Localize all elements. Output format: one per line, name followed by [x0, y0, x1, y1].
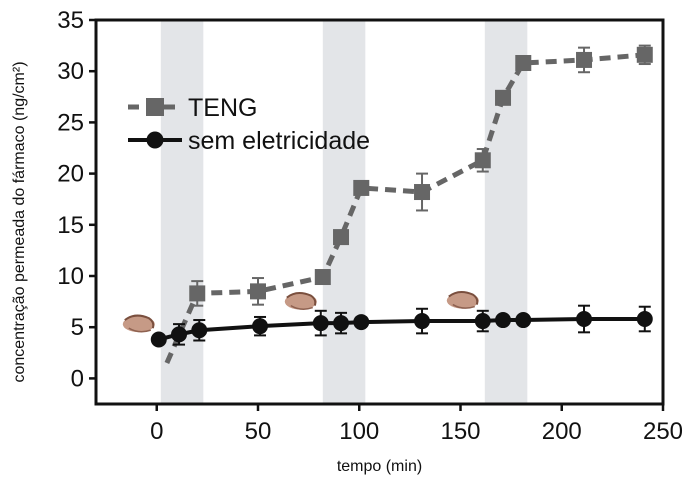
x-axis-label: tempo (min)	[337, 458, 422, 475]
stimulation-bands	[160, 20, 528, 404]
data-point	[312, 315, 329, 332]
hand-palm	[446, 292, 479, 309]
data-point	[576, 311, 593, 328]
x-axis: 0 50 100 150 200 250	[150, 404, 683, 445]
legend: TENG sem eletricidade	[128, 94, 370, 155]
series-line	[164, 52, 645, 365]
stimulation-band-1	[322, 20, 366, 404]
series-line	[158, 317, 645, 342]
data-point	[636, 311, 653, 328]
series-layer	[150, 44, 653, 365]
legend-marker-teng	[146, 98, 164, 116]
y-tick-label: 35	[57, 7, 84, 34]
y-tick-label: 10	[57, 263, 84, 290]
hand-palm	[284, 293, 317, 310]
y-tick-label: 25	[57, 109, 84, 136]
y-tick-label: 0	[71, 365, 84, 392]
series-sem-eletricidade	[150, 304, 653, 348]
hand-finger	[124, 314, 155, 329]
legend-label-sem-eletricidade: sem eletricidade	[188, 127, 370, 155]
data-point	[314, 269, 331, 286]
legend-label-teng: TENG	[188, 94, 257, 122]
y-axis: 0 5 10 15 20 25 30 35	[57, 7, 96, 392]
y-axis-label: concentração permeada do fármaco (ng/cm²…	[11, 61, 28, 382]
hand-fold	[290, 304, 314, 310]
data-point	[333, 229, 350, 246]
y-tick-label: 30	[57, 58, 84, 85]
data-point	[250, 283, 266, 300]
legend-item-sem-eletricidade: sem eletricidade	[128, 127, 370, 155]
plot-frame	[94, 18, 665, 406]
hand-icon	[446, 291, 479, 309]
hand-icon	[284, 292, 317, 310]
legend-item-teng: TENG	[128, 94, 257, 122]
x-tick-label: 200	[542, 418, 582, 445]
hand-fold	[128, 327, 152, 333]
x-tick-label: 150	[440, 418, 480, 445]
data-point	[252, 318, 269, 335]
x-tick-label: 0	[150, 418, 163, 445]
data-point	[414, 313, 431, 330]
y-tick-label: 15	[57, 212, 84, 239]
data-point	[353, 179, 370, 196]
series-teng	[164, 44, 653, 365]
data-point	[171, 326, 188, 343]
stimulation-band-0	[160, 20, 204, 404]
y-tick-label: 20	[57, 161, 84, 188]
data-point	[636, 46, 653, 63]
y-tick-label: 5	[71, 314, 84, 341]
data-point	[495, 89, 512, 106]
data-point	[576, 51, 593, 68]
data-point	[189, 285, 206, 302]
legend-marker-sem-eletricidade	[146, 131, 164, 149]
data-point	[191, 322, 208, 339]
data-point	[474, 152, 491, 169]
data-point	[150, 331, 167, 348]
x-tick-label: 100	[339, 418, 379, 445]
hand-finger	[448, 291, 479, 305]
data-point	[515, 55, 532, 72]
hand-palm	[122, 316, 155, 333]
data-point	[495, 312, 512, 329]
stimulation-band-2	[484, 20, 528, 404]
data-point	[353, 314, 370, 331]
data-point	[414, 184, 431, 201]
data-point	[333, 315, 350, 332]
x-tick-label: 50	[245, 418, 272, 445]
data-point	[515, 312, 532, 329]
stimulation-icons	[122, 291, 479, 333]
hand-finger	[286, 292, 317, 306]
x-tick-label: 250	[643, 418, 683, 445]
hand-icon	[122, 314, 155, 333]
hand-fold	[452, 303, 476, 309]
data-point	[474, 313, 491, 330]
